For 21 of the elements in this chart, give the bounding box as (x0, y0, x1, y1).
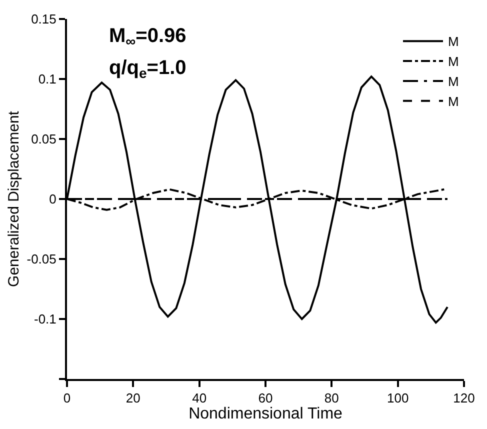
x-tick-label: 120 (453, 390, 475, 406)
x-tick-label: 20 (126, 390, 140, 406)
y-axis-title: Generalized Displacement (6, 110, 23, 287)
x-tick-label: 40 (192, 390, 207, 406)
y-tick-label: -0.1 (34, 312, 56, 327)
y-tick-label: 0.05 (31, 132, 56, 147)
x-tick-label: 100 (386, 390, 409, 406)
legend-label: M (448, 74, 459, 90)
y-tick-label: 0.15 (31, 12, 56, 27)
x-tick-label: 80 (324, 390, 339, 406)
legend-label: M (448, 54, 459, 70)
x-axis-title: Nondimensional Time (188, 406, 343, 423)
legend-label: M (448, 94, 459, 109)
y-tick-label: -0.05 (26, 252, 56, 267)
annotation: M$_{∞}$=0.96 (109, 25, 186, 50)
y-tick-label: 0 (49, 192, 56, 207)
legend-label: M (448, 34, 459, 50)
annotation: q/q$_{e}$=1.0 (109, 57, 186, 82)
y-tick-label: 0.1 (38, 72, 56, 87)
x-tick-label: 0 (63, 390, 71, 406)
x-tick-label: 60 (258, 390, 273, 406)
